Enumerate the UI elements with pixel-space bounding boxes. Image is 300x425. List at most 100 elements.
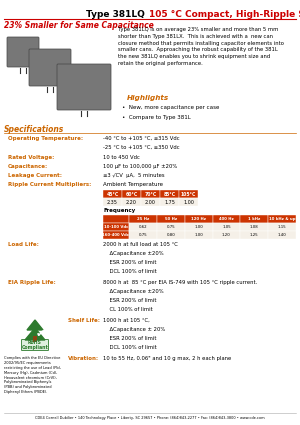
Bar: [268, 223, 296, 231]
Text: ESR 200% of limit: ESR 200% of limit: [103, 298, 157, 303]
Text: Type 381LQ: Type 381LQ: [86, 10, 148, 19]
FancyBboxPatch shape: [7, 37, 39, 67]
Text: CDE4 Cornell Dubilier • 140 Technology Place • Liberty, SC 29657 • Phone: (864)8: CDE4 Cornell Dubilier • 140 Technology P…: [35, 416, 265, 420]
Bar: [103, 190, 122, 198]
Text: 10 to 450 Vdc: 10 to 450 Vdc: [103, 155, 140, 160]
Polygon shape: [25, 328, 45, 340]
Bar: [103, 231, 129, 239]
Bar: [212, 215, 240, 223]
Bar: [185, 223, 212, 231]
Bar: [129, 231, 157, 239]
Text: CL 100% of limit: CL 100% of limit: [103, 307, 153, 312]
Text: DCL 100% of limit: DCL 100% of limit: [103, 345, 157, 350]
Text: 1.05: 1.05: [222, 225, 231, 229]
Text: 2.00: 2.00: [145, 199, 156, 204]
Text: 2.35: 2.35: [107, 199, 118, 204]
Text: 8000 h at  85 °C per EIA IS-749 with 105 °C ripple current.: 8000 h at 85 °C per EIA IS-749 with 105 …: [103, 280, 257, 285]
Bar: [240, 223, 268, 231]
Text: 50 Hz: 50 Hz: [165, 217, 177, 221]
Text: Rated Voltage:: Rated Voltage:: [8, 155, 54, 160]
Bar: [240, 231, 268, 239]
Bar: [240, 215, 268, 223]
Bar: [141, 190, 160, 198]
Text: Ambient Temperature: Ambient Temperature: [103, 182, 163, 187]
Text: Capacitance:: Capacitance:: [8, 164, 48, 169]
Text: ΔCapacitance ±20%: ΔCapacitance ±20%: [103, 289, 164, 294]
Text: 10-100 Vdc: 10-100 Vdc: [104, 225, 128, 229]
Text: ✔: ✔: [35, 329, 45, 339]
Bar: [122, 190, 141, 198]
Bar: [185, 215, 212, 223]
Text: 2000 h at full load at 105 °C: 2000 h at full load at 105 °C: [103, 242, 178, 247]
Bar: [268, 231, 296, 239]
Text: 23% Smaller for Same Capacitance: 23% Smaller for Same Capacitance: [4, 21, 154, 30]
Text: 1.00: 1.00: [194, 225, 203, 229]
Bar: [103, 215, 129, 223]
Bar: [129, 215, 157, 223]
Text: -40 °C to +105 °C, ≤315 Vdc: -40 °C to +105 °C, ≤315 Vdc: [103, 136, 180, 141]
Text: 45°C: 45°C: [106, 192, 119, 196]
Text: 0.62: 0.62: [139, 225, 147, 229]
Text: 85°C: 85°C: [164, 192, 175, 196]
Text: 0.75: 0.75: [167, 225, 175, 229]
Text: 0.75: 0.75: [139, 233, 147, 237]
Text: 10 kHz & up: 10 kHz & up: [269, 217, 295, 221]
Text: 1.00: 1.00: [194, 233, 203, 237]
Text: ESR 200% of limit: ESR 200% of limit: [103, 260, 157, 265]
Text: Shelf Life:: Shelf Life:: [68, 318, 100, 323]
Text: DCL 100% of limit: DCL 100% of limit: [103, 269, 157, 274]
Bar: [103, 198, 122, 206]
Text: Operating Temperature:: Operating Temperature:: [8, 136, 83, 141]
Text: 100 µF to 100,000 µF ±20%: 100 µF to 100,000 µF ±20%: [103, 164, 177, 169]
Text: 0.80: 0.80: [167, 233, 175, 237]
Bar: [268, 215, 296, 223]
Text: 70°C: 70°C: [144, 192, 157, 196]
Bar: [185, 231, 212, 239]
Text: 1.40: 1.40: [278, 233, 286, 237]
Text: ESR 200% of limit: ESR 200% of limit: [103, 336, 157, 341]
Text: •  New, more capacitance per case: • New, more capacitance per case: [122, 105, 219, 110]
Text: Leakage Current:: Leakage Current:: [8, 173, 62, 178]
Text: 105 °C Compact, High-Ripple Snap-in: 105 °C Compact, High-Ripple Snap-in: [149, 10, 300, 19]
Text: Vibration:: Vibration:: [68, 356, 99, 361]
Bar: [157, 215, 185, 223]
Text: ΔCapacitance ± 20%: ΔCapacitance ± 20%: [103, 327, 165, 332]
Text: 1.00: 1.00: [183, 199, 194, 204]
Text: •  Compare to Type 381L: • Compare to Type 381L: [122, 115, 191, 120]
Bar: [157, 223, 185, 231]
Text: 400 Hz: 400 Hz: [219, 217, 234, 221]
Bar: [160, 198, 179, 206]
Text: 1.20: 1.20: [222, 233, 231, 237]
Text: 1.08: 1.08: [250, 225, 259, 229]
Text: 2.20: 2.20: [126, 199, 137, 204]
Text: 1.75: 1.75: [164, 199, 175, 204]
Polygon shape: [27, 320, 43, 330]
FancyBboxPatch shape: [57, 64, 111, 110]
Text: 1000 h at 105 °C,: 1000 h at 105 °C,: [103, 318, 150, 323]
Bar: [129, 223, 157, 231]
Text: Specifications: Specifications: [4, 125, 64, 134]
Text: 25 Hz: 25 Hz: [137, 217, 149, 221]
FancyBboxPatch shape: [22, 340, 49, 351]
Text: Ripple Current Multipliers:: Ripple Current Multipliers:: [8, 182, 91, 187]
Text: 60°C: 60°C: [125, 192, 138, 196]
Bar: [160, 190, 179, 198]
Bar: [103, 223, 129, 231]
Bar: [122, 198, 141, 206]
Bar: [33, 336, 37, 342]
Text: 1.25: 1.25: [250, 233, 259, 237]
Bar: [212, 223, 240, 231]
Bar: [157, 231, 185, 239]
Text: 120 Hz: 120 Hz: [191, 217, 206, 221]
Text: -25 °C to +105 °C, ≥350 Vdc: -25 °C to +105 °C, ≥350 Vdc: [103, 145, 180, 150]
Text: Highlights: Highlights: [127, 95, 169, 101]
Text: 1.15: 1.15: [278, 225, 286, 229]
Text: Frequency: Frequency: [103, 208, 135, 213]
Text: RoHS
Compliant: RoHS Compliant: [22, 340, 48, 350]
Text: EIA Ripple Life:: EIA Ripple Life:: [8, 280, 56, 285]
Text: Load Life:: Load Life:: [8, 242, 39, 247]
Text: 1 kHz: 1 kHz: [248, 217, 260, 221]
Bar: [179, 198, 198, 206]
Text: 10 to 55 Hz, 0.06" and 10 g max, 2 h each plane: 10 to 55 Hz, 0.06" and 10 g max, 2 h eac…: [103, 356, 231, 361]
Text: 160-400 Vdc: 160-400 Vdc: [103, 233, 130, 237]
